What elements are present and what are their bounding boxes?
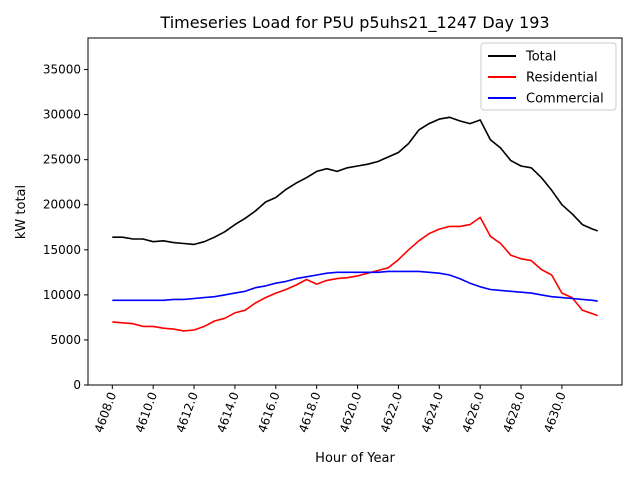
y-axis: 0 5000 10000 15000 20000 25000 30000 35000 (43, 63, 88, 392)
legend-label-total: Total (525, 50, 556, 65)
y-tick-label: 25000 (43, 153, 81, 167)
series-line-residential (112, 216, 598, 332)
x-axis-label: Hour of Year (315, 451, 395, 466)
series-line-total (112, 116, 598, 246)
y-tick-label: 15000 (43, 243, 81, 257)
y-axis-label: kW total (14, 185, 29, 239)
y-tick-label: 35000 (43, 63, 81, 77)
plot-frame (87, 37, 623, 386)
plot-lines (112, 116, 598, 332)
y-tick-label: 5000 (50, 333, 81, 347)
y-tick-label: 20000 (43, 198, 81, 212)
series-line-commercial (112, 270, 598, 302)
legend-box (480, 42, 617, 111)
y-tick-label: 10000 (43, 288, 81, 302)
legend: Total Residential Commercial (480, 42, 617, 111)
y-tick-label: 30000 (43, 108, 81, 122)
chart-title: Timeseries Load for P5U p5uhs21_1247 Day… (159, 13, 549, 33)
legend-label-residential: Residential (526, 71, 598, 86)
legend-label-commercial: Commercial (526, 92, 604, 107)
y-tick-label: 0 (73, 378, 81, 392)
